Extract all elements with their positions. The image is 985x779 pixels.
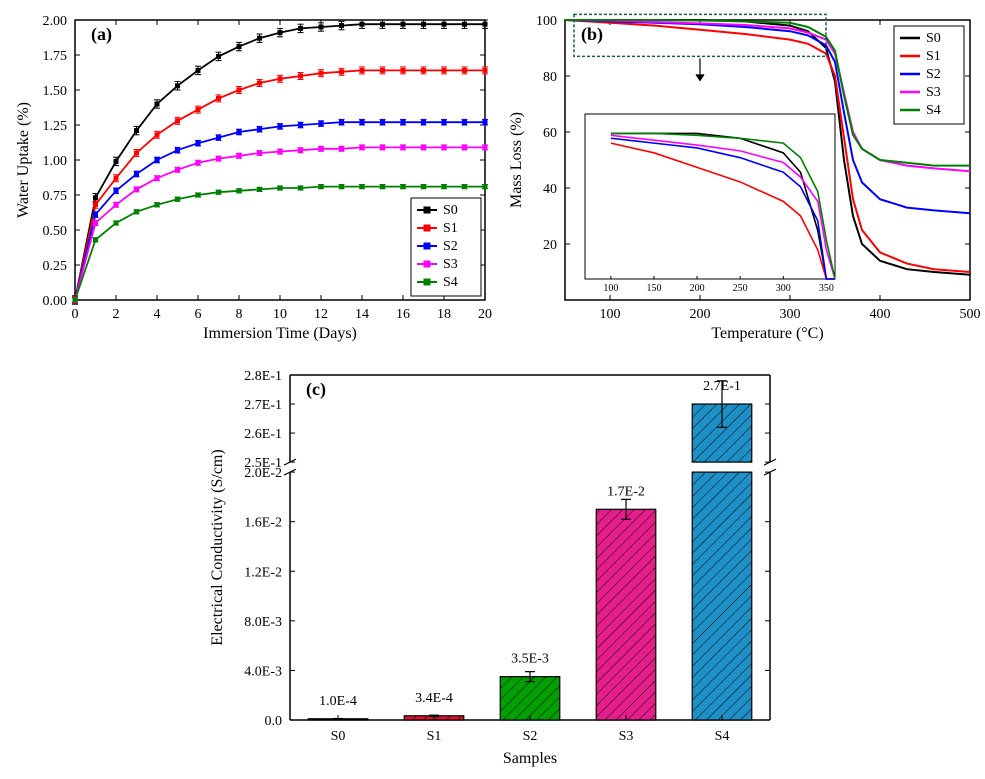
svg-text:3.5E-3: 3.5E-3 — [511, 652, 549, 667]
svg-text:2.5E-1: 2.5E-1 — [244, 456, 282, 471]
svg-text:0.00: 0.00 — [43, 294, 68, 309]
svg-text:6: 6 — [195, 307, 202, 322]
svg-text:2.8E-1: 2.8E-1 — [244, 369, 282, 384]
svg-text:S0: S0 — [443, 203, 458, 218]
svg-text:4.0E-3: 4.0E-3 — [244, 664, 282, 679]
svg-text:1.00: 1.00 — [43, 154, 68, 169]
svg-text:14: 14 — [355, 307, 369, 322]
svg-text:350: 350 — [819, 283, 834, 294]
svg-text:2: 2 — [113, 307, 120, 322]
svg-text:S2: S2 — [523, 729, 538, 744]
svg-text:300: 300 — [776, 283, 791, 294]
svg-text:3.4E-4: 3.4E-4 — [415, 691, 453, 706]
svg-text:0.50: 0.50 — [43, 224, 68, 239]
svg-text:S1: S1 — [427, 729, 442, 744]
svg-text:500: 500 — [960, 307, 981, 322]
svg-text:S3: S3 — [443, 257, 458, 272]
svg-text:Water Uptake (%): Water Uptake (%) — [15, 102, 32, 218]
svg-text:Temperature (°C): Temperature (°C) — [711, 325, 823, 342]
svg-text:16: 16 — [396, 307, 410, 322]
svg-text:40: 40 — [543, 182, 557, 197]
svg-text:20: 20 — [478, 307, 492, 322]
svg-text:100: 100 — [536, 14, 557, 29]
svg-text:0: 0 — [72, 307, 79, 322]
svg-text:1.0E-4: 1.0E-4 — [319, 694, 357, 709]
svg-text:1.75: 1.75 — [43, 49, 68, 64]
svg-text:100: 100 — [603, 283, 618, 294]
svg-text:2.7E-1: 2.7E-1 — [244, 398, 282, 413]
svg-text:2.00: 2.00 — [43, 14, 68, 29]
svg-text:0.25: 0.25 — [43, 259, 68, 274]
chart-c: 0.04.0E-38.0E-31.2E-21.6E-22.0E-22.5E-12… — [200, 355, 790, 775]
svg-text:Immersion Time (Days): Immersion Time (Days) — [203, 325, 357, 342]
svg-text:Samples: Samples — [503, 750, 557, 767]
svg-text:1.6E-2: 1.6E-2 — [244, 516, 282, 531]
svg-text:10: 10 — [273, 307, 287, 322]
svg-text:100: 100 — [600, 307, 621, 322]
svg-text:S4: S4 — [443, 275, 458, 290]
svg-text:(a): (a) — [91, 24, 112, 45]
svg-text:1.2E-2: 1.2E-2 — [244, 565, 282, 580]
svg-text:(c): (c) — [306, 379, 326, 400]
svg-text:2.6E-1: 2.6E-1 — [244, 427, 282, 442]
svg-text:S1: S1 — [926, 49, 941, 64]
svg-text:S4: S4 — [715, 729, 730, 744]
svg-text:S2: S2 — [926, 67, 941, 82]
svg-text:150: 150 — [646, 283, 661, 294]
svg-text:400: 400 — [870, 307, 891, 322]
svg-text:2.7E-1: 2.7E-1 — [703, 379, 741, 394]
panel-a: 0 2 4 6 8 10 12 14 16 18 20 0.00 0.25 0.50 0.75 1.00 1.2… — [10, 5, 500, 350]
svg-text:8.0E-3: 8.0E-3 — [244, 615, 282, 630]
svg-text:8: 8 — [236, 307, 243, 322]
svg-text:0.0: 0.0 — [265, 714, 283, 729]
svg-text:Electrical Conductivity (S/cm): Electrical Conductivity (S/cm) — [209, 449, 226, 645]
svg-text:300: 300 — [780, 307, 801, 322]
svg-text:S2: S2 — [443, 239, 458, 254]
svg-text:200: 200 — [690, 307, 711, 322]
svg-text:12: 12 — [314, 307, 328, 322]
svg-text:80: 80 — [543, 70, 557, 85]
chart-b: 100 200 300 400 500 20 40 60 80 100 Temperature (°… — [505, 5, 980, 350]
svg-text:1.7E-2: 1.7E-2 — [607, 484, 645, 499]
panel-c: 0.04.0E-38.0E-31.2E-21.6E-22.0E-22.5E-12… — [200, 355, 790, 775]
panel-b: 100 200 300 400 500 20 40 60 80 100 Temperature (°… — [505, 5, 980, 350]
svg-text:(b): (b) — [581, 24, 603, 45]
svg-text:S3: S3 — [619, 729, 634, 744]
svg-text:4: 4 — [154, 307, 161, 322]
svg-text:S1: S1 — [443, 221, 458, 236]
svg-text:200: 200 — [690, 283, 705, 294]
svg-text:18: 18 — [437, 307, 451, 322]
chart-a: 0 2 4 6 8 10 12 14 16 18 20 0.00 0.25 0.50 0.75 1.00 1.2… — [10, 5, 500, 350]
svg-text:S3: S3 — [926, 85, 941, 100]
svg-text:60: 60 — [543, 126, 557, 141]
svg-text:1.25: 1.25 — [43, 119, 68, 134]
svg-text:250: 250 — [733, 283, 748, 294]
svg-text:S0: S0 — [926, 31, 941, 46]
svg-text:S4: S4 — [926, 103, 941, 118]
svg-text:0.75: 0.75 — [43, 189, 68, 204]
svg-text:S0: S0 — [331, 729, 346, 744]
svg-text:20: 20 — [543, 238, 557, 253]
svg-text:Mass Loss (%): Mass Loss (%) — [508, 112, 525, 208]
svg-text:1.50: 1.50 — [43, 84, 68, 99]
